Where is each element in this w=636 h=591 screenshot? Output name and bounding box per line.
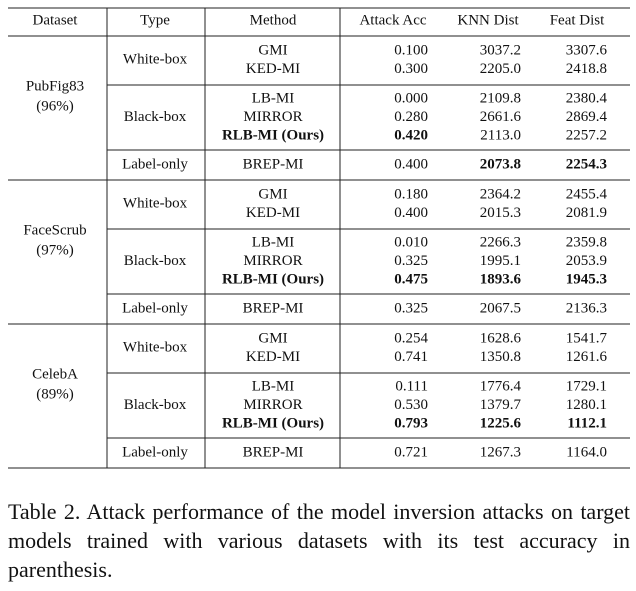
metric-value: 0.530: [394, 397, 428, 413]
metric-value: 2053.9: [566, 253, 607, 269]
attack-type: Label-only: [122, 156, 188, 172]
metric-value: 1893.6: [480, 271, 522, 287]
metric-value: 2073.8: [480, 156, 521, 172]
method: KED-MI: [246, 349, 300, 365]
caption: Table 2. Attack performance of the model…: [8, 499, 630, 582]
column-header: KNN Dist: [457, 12, 519, 28]
metric-value: 1225.6: [480, 415, 522, 431]
method: GMI: [258, 186, 287, 202]
metric-value: 0.475: [394, 271, 428, 287]
metric-value: 1164.0: [566, 444, 607, 460]
attack-type: Black-box: [124, 397, 187, 413]
metric-value: 1267.3: [480, 444, 521, 460]
method: MIRROR: [243, 109, 302, 125]
method: MIRROR: [243, 253, 302, 269]
dataset-accuracy: (96%): [36, 98, 74, 114]
column-header: Method: [250, 12, 297, 28]
dataset-name: FaceScrub: [23, 222, 86, 238]
dataset-name: CelebA: [32, 366, 78, 382]
metric-value: 0.111: [395, 378, 428, 394]
metric-value: 0.100: [394, 42, 428, 58]
method: BREP-MI: [243, 300, 304, 316]
attack-type: Black-box: [124, 253, 187, 269]
metric-value: 1729.1: [566, 378, 607, 394]
metric-value: 0.280: [394, 109, 428, 125]
column-header: Dataset: [33, 12, 79, 28]
method: BREP-MI: [243, 444, 304, 460]
metric-value: 2015.3: [480, 205, 521, 221]
metric-value: 0.325: [394, 300, 428, 316]
metric-value: 1776.4: [480, 378, 522, 394]
method: LB-MI: [252, 234, 295, 250]
metric-value: 2364.2: [480, 186, 521, 202]
metric-value: 2359.8: [566, 234, 607, 250]
metric-value: 0.000: [394, 90, 428, 106]
method: KED-MI: [246, 61, 300, 77]
dataset-accuracy: (97%): [36, 242, 74, 258]
column-header: Feat Dist: [550, 12, 605, 28]
metric-value: 1261.6: [566, 349, 608, 365]
method: GMI: [258, 42, 287, 58]
metric-value: 3037.2: [480, 42, 521, 58]
metric-value: 2869.4: [566, 109, 608, 125]
metric-value: 0.325: [394, 253, 428, 269]
metric-value: 0.400: [394, 156, 428, 172]
metric-value: 2380.4: [566, 90, 608, 106]
attack-type: White-box: [123, 340, 188, 356]
dataset-accuracy: (89%): [36, 386, 74, 402]
metric-value: 2455.4: [566, 186, 608, 202]
method: MIRROR: [243, 397, 302, 413]
method: RLB-MI (Ours): [222, 415, 324, 431]
metric-value: 0.180: [394, 186, 428, 202]
metric-value: 3307.6: [566, 42, 608, 58]
metric-value: 0.793: [394, 415, 428, 431]
metric-value: 1541.7: [566, 330, 608, 346]
method: RLB-MI (Ours): [222, 127, 324, 143]
metric-value: 0.721: [394, 444, 428, 460]
results-table: Dataset Type Method Attack Acc KNN Dist Feat …: [8, 7, 630, 469]
metric-value: 2136.3: [566, 300, 607, 316]
metric-value: 2254.3: [566, 156, 607, 172]
metric-value: 0.420: [394, 127, 428, 143]
column-header: Attack Acc: [359, 12, 426, 28]
metric-value: 2067.5: [480, 300, 521, 316]
method: LB-MI: [252, 90, 295, 106]
metric-value: 2418.8: [566, 61, 607, 77]
metric-value: 2081.9: [566, 205, 607, 221]
metric-value: 2257.2: [566, 127, 607, 143]
attack-type: Label-only: [122, 300, 188, 316]
metric-value: 2661.6: [480, 109, 522, 125]
metric-value: 1350.8: [480, 349, 521, 365]
column-header: Type: [140, 12, 170, 28]
metric-value: 1112.1: [567, 415, 607, 431]
metric-value: 2266.3: [480, 234, 521, 250]
metric-value: 1280.1: [566, 397, 607, 413]
method: GMI: [258, 330, 287, 346]
metric-value: 0.741: [394, 349, 428, 365]
metric-value: 0.300: [394, 61, 428, 77]
method: BREP-MI: [243, 156, 304, 172]
dataset-name: PubFig83: [26, 78, 84, 94]
method: RLB-MI (Ours): [222, 271, 324, 287]
metric-value: 0.010: [394, 234, 428, 250]
metric-value: 2205.0: [480, 61, 521, 77]
attack-type: Black-box: [124, 109, 187, 125]
attack-type: Label-only: [122, 444, 188, 460]
metric-value: 0.254: [394, 330, 428, 346]
metric-value: 2113.0: [480, 127, 521, 143]
attack-type: White-box: [123, 52, 188, 68]
metric-value: 0.400: [394, 205, 428, 221]
metric-value: 1628.6: [480, 330, 522, 346]
method: KED-MI: [246, 205, 300, 221]
attack-type: White-box: [123, 196, 188, 212]
metric-value: 1995.1: [480, 253, 521, 269]
metric-value: 1945.3: [566, 271, 607, 287]
metric-value: 2109.8: [480, 90, 521, 106]
metric-value: 1379.7: [480, 397, 522, 413]
method: LB-MI: [252, 378, 295, 394]
